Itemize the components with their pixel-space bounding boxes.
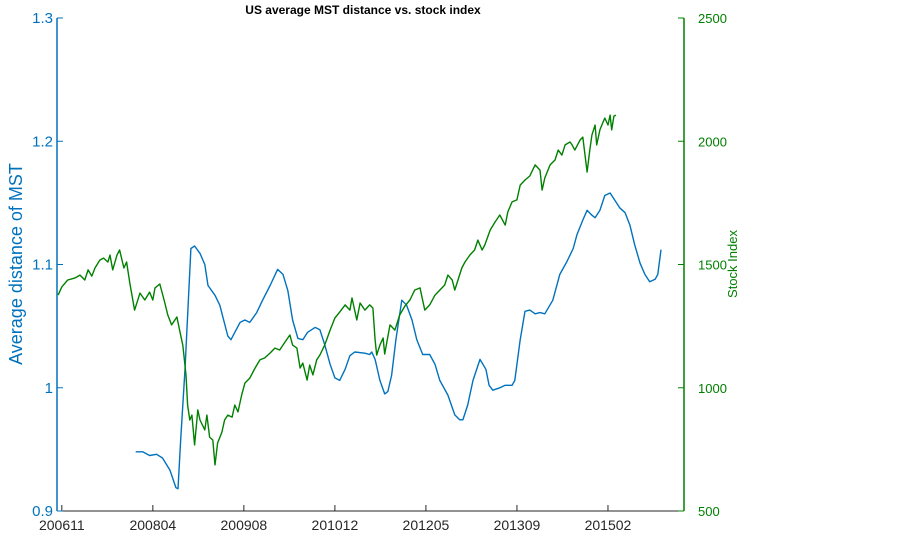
left-y-tick-label: 0.9: [32, 503, 53, 520]
stock-index-line: [57, 114, 617, 466]
left-y-tick-label: 1: [45, 380, 53, 397]
left-y-axis-label: Average distance of MST: [6, 163, 26, 365]
mst-distance-line: [135, 192, 662, 490]
left-y-tick-label: 1.3: [32, 10, 53, 27]
right-y-tick-label: 1500: [698, 258, 727, 273]
right-y-axis-label: Stock Index: [725, 230, 740, 298]
x-tick-label: 201502: [585, 517, 632, 533]
x-tick-label: 201012: [312, 517, 359, 533]
right-y-tick-label: 1000: [698, 381, 727, 396]
axes: 200611 200804 200908 201012 201205 201309 2015…: [32, 10, 727, 533]
right-y-tick-label: 2500: [698, 11, 727, 26]
x-tick-label: 201309: [494, 517, 541, 533]
series-lines: [57, 114, 662, 490]
chart-title: US average MST distance vs. stock index: [245, 3, 481, 17]
left-y-tick-label: 1.1: [32, 257, 53, 274]
x-tick-label: 200611: [39, 517, 85, 533]
x-tick-label: 201205: [403, 517, 450, 533]
right-y-tick-label: 2000: [698, 134, 727, 149]
x-tick-label: 200908: [221, 517, 268, 533]
right-y-tick-label: 500: [698, 504, 720, 519]
left-y-tick-label: 1.2: [32, 133, 53, 150]
x-tick-label: 200804: [129, 517, 176, 533]
